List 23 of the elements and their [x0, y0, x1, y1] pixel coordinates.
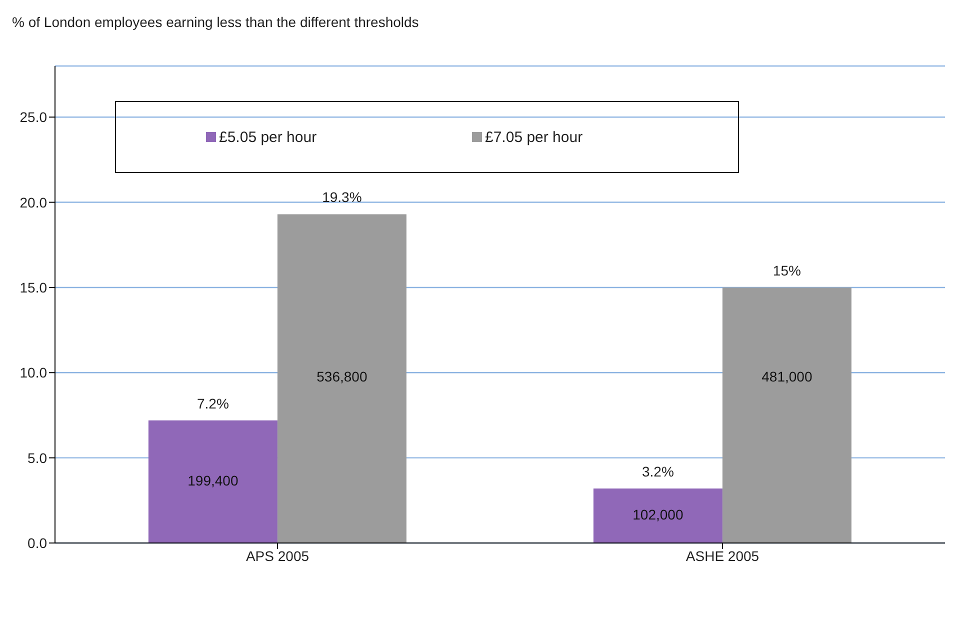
bar	[148, 420, 278, 543]
y-tick-label: 20.0	[20, 194, 48, 210]
y-tick-label: 25.0	[20, 109, 48, 126]
bar	[593, 488, 722, 543]
data-label: 7.2%	[196, 395, 229, 412]
bar	[277, 214, 406, 543]
y-tick-label: 10.0	[20, 364, 48, 381]
chart-title: % of London employees earning less than the different thresholds	[11, 13, 420, 32]
annotation: 102,000	[632, 506, 684, 522]
annotation: 536,800	[316, 368, 368, 384]
data-label: 3.2%	[642, 463, 674, 480]
data-label: 19.3%	[322, 189, 362, 206]
legend-label: £5.05 per hour	[219, 128, 317, 146]
x-tick-label: APS 2005	[246, 548, 310, 564]
y-tick-label: 5.0	[28, 450, 48, 466]
x-tick-label: ASHE 2005	[686, 548, 760, 564]
data-label: 15%	[772, 262, 801, 278]
y-tick-label: 0.0	[28, 534, 48, 551]
legend-label: £7.05 per hour	[485, 128, 583, 146]
annotation: 481,000	[762, 368, 812, 384]
bar	[722, 287, 852, 543]
annotation: 199,400	[188, 472, 238, 488]
y-tick-label: 15.0	[20, 279, 48, 296]
